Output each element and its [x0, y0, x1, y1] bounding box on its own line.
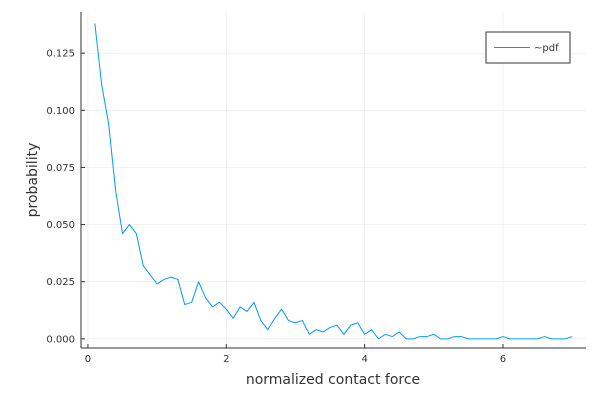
- y-tick-label-2: 0.050: [46, 220, 75, 231]
- data-point-0-67: [558, 338, 559, 339]
- data-point-0-26: [274, 318, 275, 319]
- data-point-0-59: [502, 336, 503, 337]
- data-point-0-18: [219, 302, 220, 303]
- data-point-0-13: [184, 304, 185, 305]
- data-point-0-65: [544, 336, 545, 337]
- x-tick-label-3: 6: [500, 354, 506, 365]
- data-point-0-24: [260, 320, 261, 321]
- data-point-0-42: [385, 334, 386, 335]
- data-point-0-37: [350, 325, 351, 326]
- x-tick-label-1: 2: [223, 354, 229, 365]
- data-point-0-60: [509, 338, 510, 339]
- data-point-0-68: [565, 338, 566, 339]
- data-point-0-12: [177, 279, 178, 280]
- data-point-0-23: [253, 302, 254, 303]
- data-point-0-32: [316, 329, 317, 330]
- data-point-0-38: [357, 322, 358, 323]
- tick-labels: 0 2 4 6 0.000 0.025 0.050 0.075 0.100 0.125: [46, 49, 506, 365]
- legend-label: ~pdf: [534, 43, 559, 54]
- data-point-0-2: [108, 123, 109, 124]
- data-point-0-29: [295, 322, 296, 323]
- data-point-0-35: [336, 325, 337, 326]
- data-point-0-69: [572, 336, 573, 337]
- data-point-0-27: [281, 309, 282, 310]
- data-point-0-39: [364, 334, 365, 335]
- y-tick-label-0: 0.000: [46, 334, 75, 345]
- data-point-0-33: [323, 331, 324, 332]
- data-point-0-6: [136, 233, 137, 234]
- data-point-0-55: [475, 338, 476, 339]
- data-point-0-58: [495, 338, 496, 339]
- y-tick-label-4: 0.100: [46, 106, 75, 117]
- data-point-0-46: [412, 338, 413, 339]
- data-point-0-63: [530, 338, 531, 339]
- x-tick-label-2: 4: [361, 354, 367, 365]
- data-point-0-4: [122, 233, 123, 234]
- x-tick-label-0: 0: [85, 354, 91, 365]
- data-point-0-8: [150, 274, 151, 275]
- data-point-0-1: [101, 85, 102, 86]
- y-tick-label-5: 0.125: [46, 49, 75, 60]
- data-point-0-66: [551, 338, 552, 339]
- data-point-0-36: [343, 334, 344, 335]
- data-point-0-16: [205, 297, 206, 298]
- data-point-0-10: [163, 279, 164, 280]
- data-point-0-57: [489, 338, 490, 339]
- data-point-0-48: [426, 336, 427, 337]
- data-point-0-44: [399, 331, 400, 332]
- x-axis-label: normalized contact force: [246, 372, 420, 388]
- data-point-0-51: [447, 338, 448, 339]
- data-point-0-62: [523, 338, 524, 339]
- data-point-0-40: [371, 329, 372, 330]
- data-point-0-9: [156, 283, 157, 284]
- data-point-0-0: [94, 23, 95, 24]
- data-point-0-61: [516, 338, 517, 339]
- data-point-0-21: [240, 306, 241, 307]
- data-point-0-22: [246, 311, 247, 312]
- data-point-0-28: [288, 320, 289, 321]
- data-point-0-64: [537, 338, 538, 339]
- data-point-0-31: [309, 334, 310, 335]
- data-point-0-43: [392, 336, 393, 337]
- axes: [80, 12, 586, 349]
- data-point-0-47: [419, 336, 420, 337]
- data-point-0-34: [329, 327, 330, 328]
- data-point-0-5: [129, 224, 130, 225]
- data-point-0-50: [440, 338, 441, 339]
- data-point-0-30: [302, 320, 303, 321]
- data-point-0-41: [378, 338, 379, 339]
- legend: ~pdf: [485, 31, 571, 64]
- data-point-0-20: [233, 318, 234, 319]
- data-point-0-45: [406, 338, 407, 339]
- data-point-0-54: [468, 338, 469, 339]
- data-point-0-11: [170, 277, 171, 278]
- data-point-0-25: [267, 329, 268, 330]
- data-point-0-3: [115, 190, 116, 191]
- data-point-0-49: [433, 334, 434, 335]
- series-lines: [94, 23, 573, 340]
- data-point-0-14: [191, 302, 192, 303]
- data-point-0-52: [454, 336, 455, 337]
- data-point-0-15: [198, 281, 199, 282]
- data-point-0-53: [461, 336, 462, 337]
- y-tick-label-3: 0.075: [46, 163, 75, 174]
- data-point-0-19: [226, 309, 227, 310]
- data-point-0-7: [143, 265, 144, 266]
- series-line-0: [94, 23, 573, 340]
- data-point-0-17: [212, 306, 213, 307]
- data-point-0-56: [482, 338, 483, 339]
- y-axis-label: probability: [25, 143, 41, 218]
- y-tick-label-1: 0.025: [46, 277, 75, 288]
